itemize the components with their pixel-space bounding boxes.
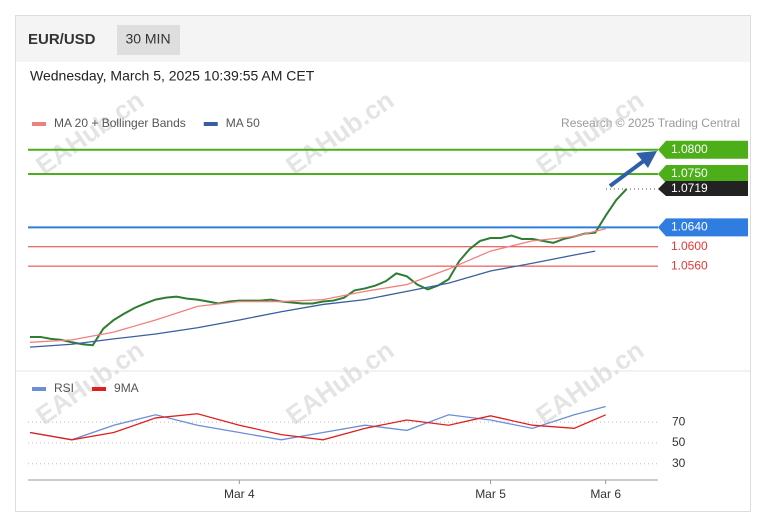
- level-label: 1.0750: [671, 166, 708, 180]
- trend-arrow: [608, 158, 647, 188]
- legend-swatch: [32, 122, 46, 126]
- series-line: [29, 250, 596, 348]
- x-tick-label: Mar 5: [475, 487, 506, 501]
- credit: Research © 2025 Trading Central: [561, 116, 740, 130]
- price-tag: [658, 180, 748, 196]
- x-tick-label: Mar 4: [224, 487, 255, 501]
- level-tag: [658, 140, 748, 159]
- legend-label: RSI: [54, 381, 74, 395]
- series-line: [29, 228, 606, 343]
- y-tick-label: 50: [672, 435, 686, 449]
- legend-swatch: [203, 122, 218, 126]
- datetime: Wednesday, March 5, 2025 10:39:55 AM CET: [30, 68, 315, 84]
- level-label: 1.0800: [671, 142, 708, 156]
- series-line: [29, 405, 606, 441]
- y-tick-label: 70: [672, 414, 686, 428]
- legend-label: 9MA: [114, 381, 139, 395]
- trend-arrow-head: [636, 151, 657, 168]
- legend-label: MA 20 + Bollinger Bands: [54, 116, 186, 130]
- interval: 30 MIN: [125, 31, 170, 47]
- level-label: 1.0600: [671, 239, 708, 253]
- series-line: [29, 413, 606, 441]
- legend-swatch: [32, 387, 46, 391]
- level-label: 1.0640: [671, 219, 708, 233]
- x-tick-label: Mar 6: [590, 487, 621, 501]
- level-label: 1.0560: [671, 258, 708, 272]
- interval-badge: [117, 25, 180, 55]
- level-tag: [658, 164, 748, 183]
- card: [15, 15, 751, 512]
- series-line: [30, 188, 628, 347]
- legend-label: MA 50: [226, 116, 260, 130]
- level-label: 1.0719: [671, 181, 708, 195]
- legend-swatch: [92, 387, 107, 391]
- y-tick-label: 30: [672, 456, 686, 470]
- symbol: EUR/USD: [28, 31, 96, 48]
- level-tag: [658, 218, 748, 237]
